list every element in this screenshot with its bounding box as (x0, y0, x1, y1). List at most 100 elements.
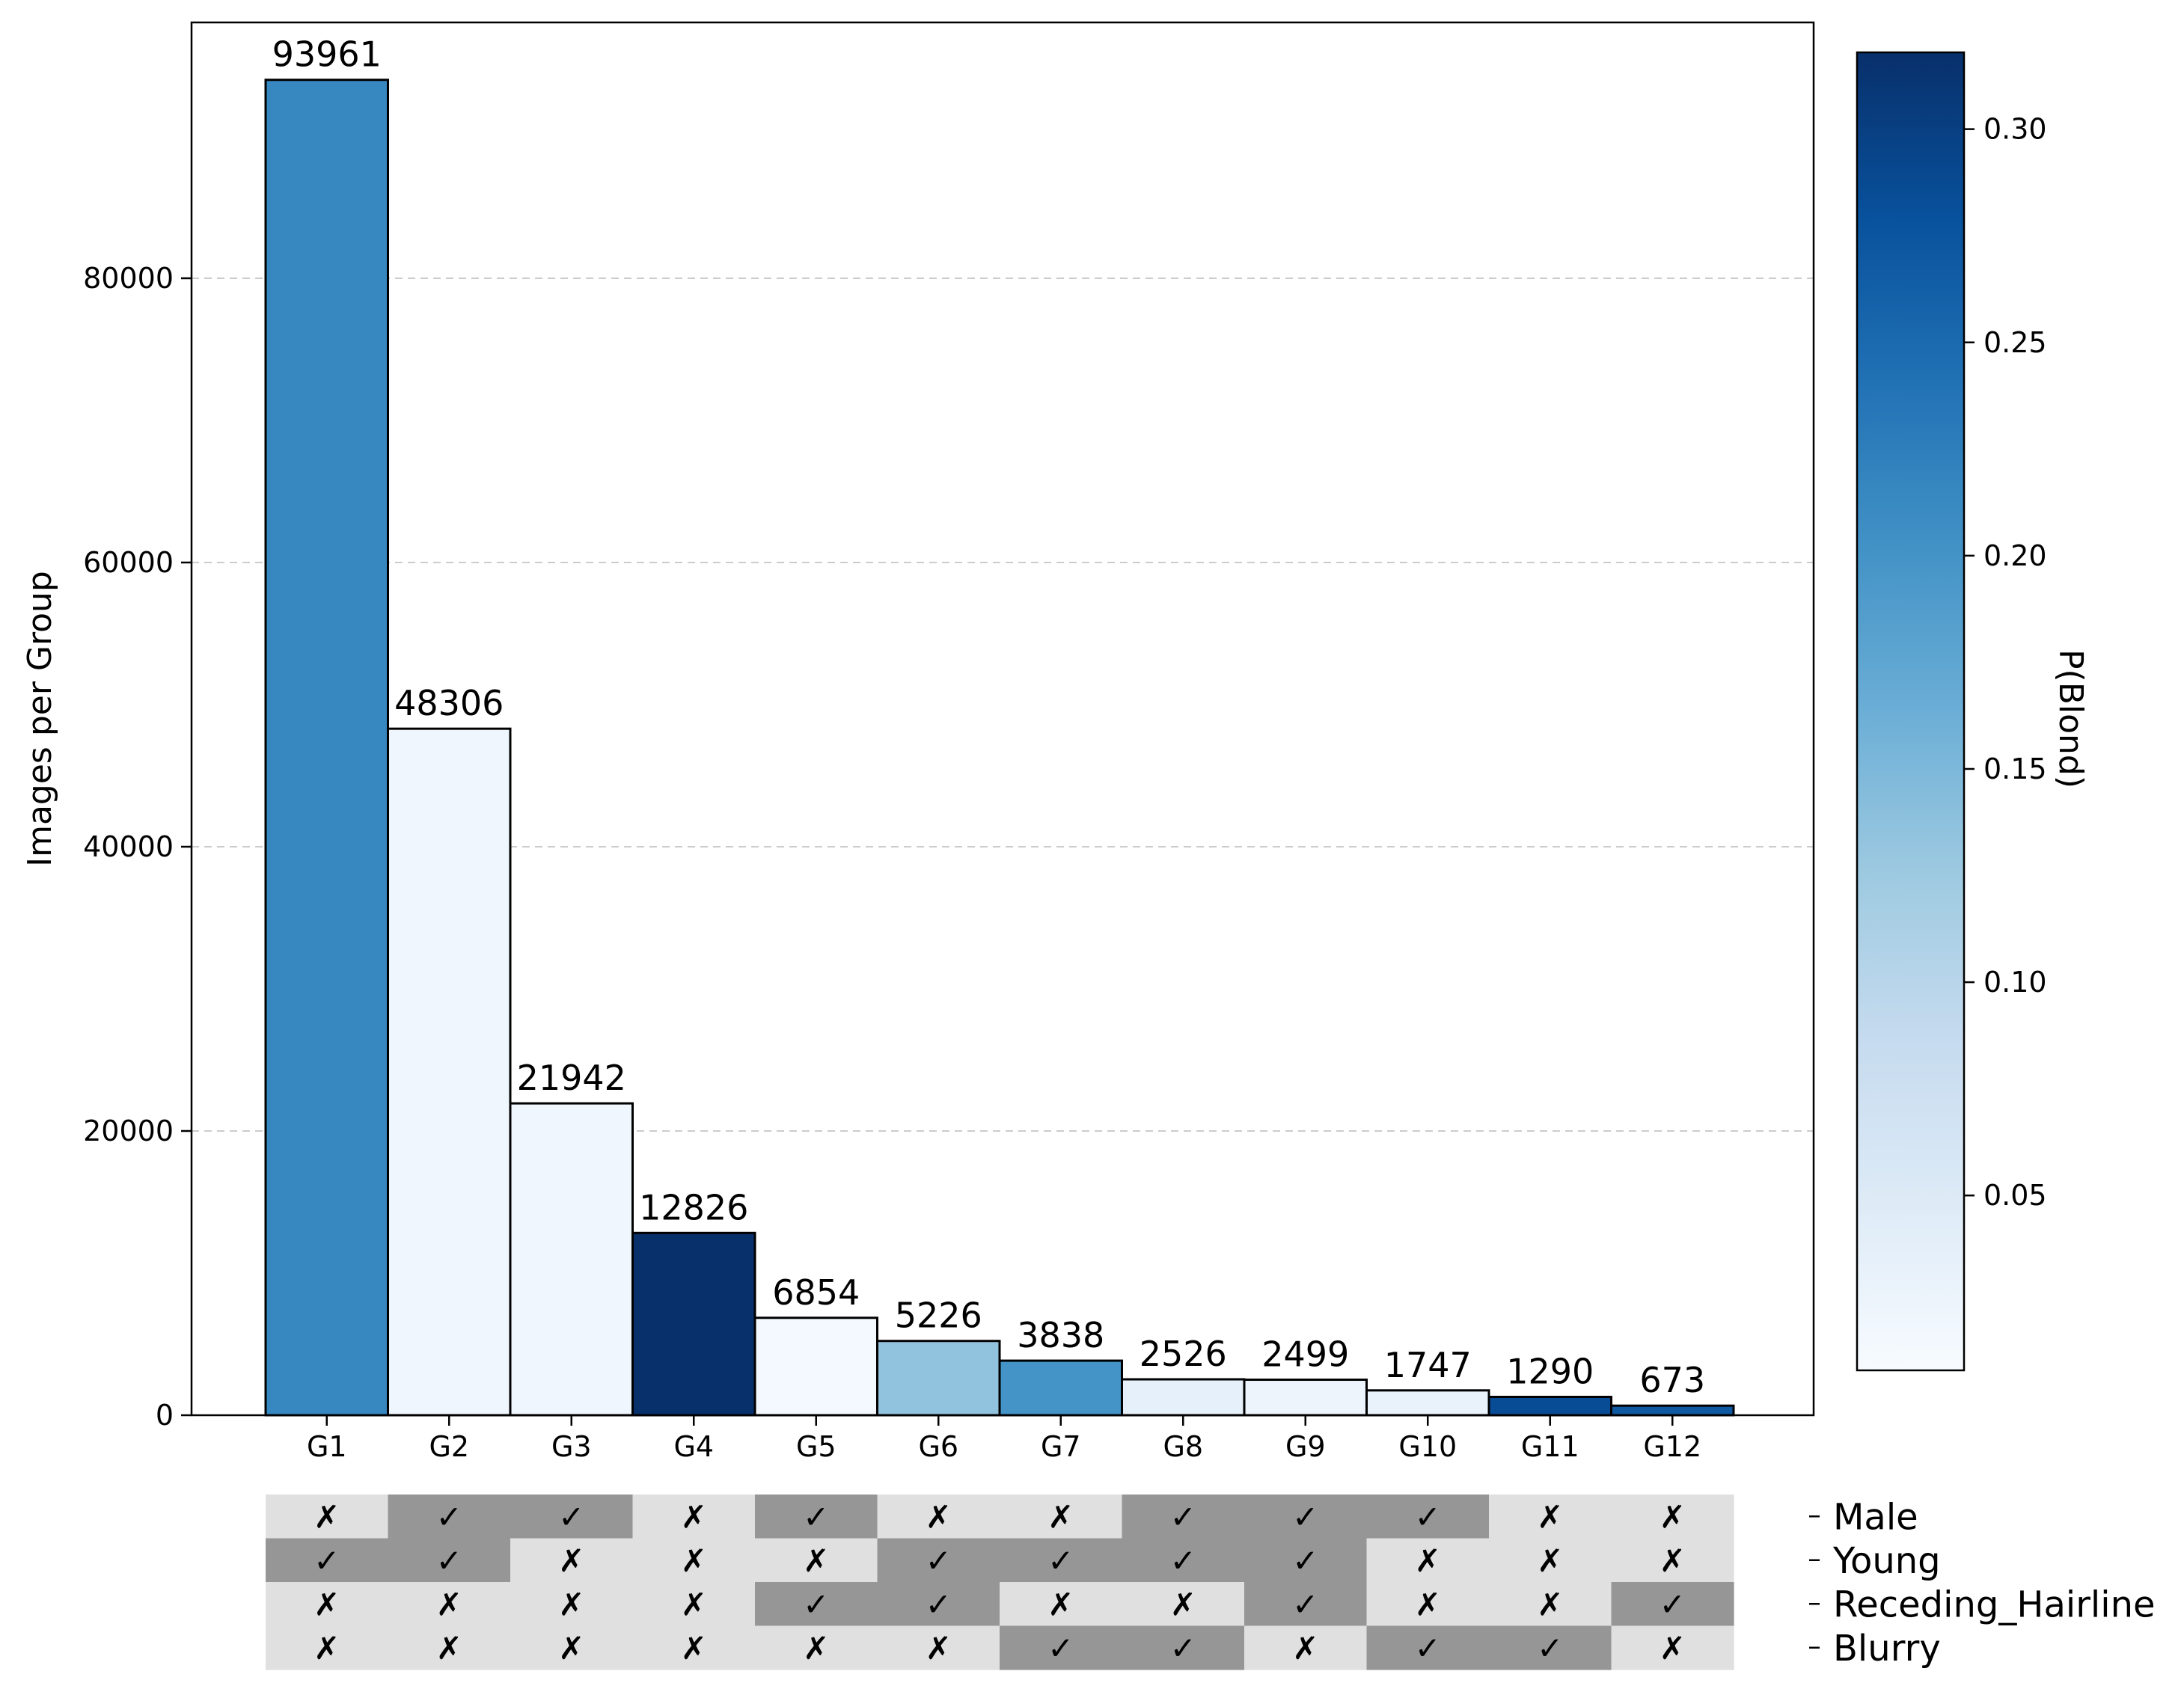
bar-g8 (1121, 1378, 1246, 1417)
matrix-cell (510, 1625, 634, 1670)
check-mark-icon: ✓ (926, 1586, 952, 1622)
x-tick-label-g3: G3 (551, 1430, 592, 1463)
y-axis: 0 20000 40000 60000 80000 (83, 262, 192, 1432)
check-mark-icon: ✓ (803, 1498, 829, 1535)
data-labels: 93961 48306 21942 12826 6854 5226 3838 2526 2499… (272, 34, 1706, 1400)
cross-mark-icon: ✗ (681, 1498, 707, 1535)
x-tick-label-g12: G12 (1643, 1430, 1701, 1463)
matrix-cell (388, 1538, 511, 1583)
y-axis-title: Images per Group (21, 571, 59, 867)
cross-mark-icon: ✗ (558, 1542, 584, 1579)
colorbar-tick-label: 0.10 (1983, 966, 2047, 999)
matrix-cell (877, 1625, 1000, 1670)
matrix-cell (388, 1582, 511, 1627)
check-mark-icon: ✓ (1292, 1498, 1318, 1535)
matrix-cell (266, 1495, 389, 1539)
x-tick-label-g5: G5 (796, 1430, 836, 1463)
cross-mark-icon: ✗ (1660, 1630, 1686, 1667)
colorbar-tick-label: 0.25 (1983, 326, 2047, 359)
colorbar-ticks: 0.05 0.10 0.15 0.20 0.25 0.30 (1964, 113, 2047, 1212)
data-label-g4: 12826 (639, 1187, 748, 1227)
cross-mark-icon: ✗ (313, 1630, 340, 1667)
colorbar-gradient (1856, 51, 1966, 1372)
bar-g4 (631, 1231, 756, 1417)
matrix-cell (1611, 1625, 1734, 1670)
matrix-cell (1366, 1582, 1490, 1627)
matrix-cell (1489, 1582, 1612, 1627)
cross-mark-icon: ✗ (1047, 1586, 1074, 1622)
check-mark-icon: ✓ (1047, 1630, 1074, 1667)
matrix-cell (1244, 1495, 1368, 1539)
y-tick-label: 40000 (83, 830, 174, 863)
cross-mark-icon: ✗ (681, 1542, 707, 1579)
cross-mark-icon: ✗ (1660, 1542, 1686, 1579)
x-tick-label-g7: G7 (1041, 1430, 1081, 1463)
matrix-cell (1244, 1538, 1368, 1583)
bar-g2 (387, 727, 512, 1417)
cross-mark-icon: ✗ (681, 1586, 707, 1622)
matrix-cell (510, 1582, 634, 1627)
check-mark-icon: ✓ (1292, 1542, 1318, 1579)
check-mark-icon: ✓ (926, 1542, 952, 1579)
attribute-label-male: Male (1833, 1496, 1918, 1538)
matrix-cell (632, 1538, 756, 1583)
data-label-g2: 48306 (394, 683, 504, 723)
check-mark-icon: ✓ (1292, 1586, 1318, 1622)
matrix-cell (755, 1538, 878, 1583)
bar-g6 (876, 1340, 1001, 1417)
cross-mark-icon: ✗ (558, 1630, 584, 1667)
matrix-cell (1611, 1538, 1734, 1583)
bar-series (264, 79, 1735, 1417)
check-mark-icon: ✓ (558, 1498, 584, 1535)
check-mark-icon: ✓ (1537, 1630, 1563, 1667)
x-axis: G1 G2 G3 G4 G5 G6 G7 G8 G9 G10 G11 G12 (307, 1415, 1701, 1463)
matrix-cell (266, 1538, 389, 1583)
cross-mark-icon: ✗ (1537, 1586, 1563, 1622)
cross-mark-icon: ✗ (436, 1630, 462, 1667)
cross-mark-icon: ✗ (803, 1630, 829, 1667)
matrix-cell (1244, 1625, 1368, 1670)
matrix-cell (1000, 1582, 1123, 1627)
cross-mark-icon: ✗ (1537, 1542, 1563, 1579)
matrix-cell (1366, 1625, 1490, 1670)
check-mark-icon: ✓ (1415, 1630, 1441, 1667)
data-label-g11: 1290 (1506, 1351, 1594, 1391)
matrix-cell (632, 1582, 756, 1627)
check-mark-icon: ✓ (313, 1542, 340, 1579)
matrix-cell (1611, 1582, 1734, 1627)
matrix-cell (1489, 1538, 1612, 1583)
matrix-cell (1122, 1582, 1245, 1627)
colorbar: 0.05 0.10 0.15 0.20 0.25 0.30 P(Blond) (1856, 51, 2090, 1372)
x-tick-label-g10: G10 (1398, 1430, 1457, 1463)
attribute-matrix-cells: ✗ ✓ ✓ ✗ ✓ ✗ ✗ ✓ ✓ ✓ ✗ ✗ ✓ ✓ ✗ ✗ ✗ ✓ ✓ ✓ ✓ ✗ ✗ ✗ ✗ ✗ ✗ ✗ ✓ ✓ ✗ ✗ ✓ ✗ ✗ ✓ ✗ ✗ ✗ ✗… (266, 1495, 1734, 1670)
matrix-cell (1244, 1582, 1368, 1627)
x-tick-label-g9: G9 (1285, 1430, 1326, 1463)
cross-mark-icon: ✗ (1537, 1498, 1563, 1535)
cross-mark-icon: ✗ (926, 1498, 952, 1535)
matrix-cell (1611, 1495, 1734, 1539)
data-label-g3: 21942 (517, 1058, 626, 1098)
cross-mark-icon: ✗ (1660, 1498, 1686, 1535)
plot-frame (190, 21, 1815, 1417)
matrix-cell (266, 1582, 389, 1627)
matrix-cell (877, 1582, 1000, 1627)
y-tick-label: 60000 (83, 546, 174, 579)
data-label-g10: 1747 (1384, 1345, 1472, 1385)
matrix-cell (1489, 1625, 1612, 1670)
colorbar-tick-label: 0.05 (1983, 1179, 2047, 1212)
data-label-g6: 5226 (895, 1296, 982, 1336)
attribute-label-receding-hairline: Receding_Hairline (1833, 1584, 2156, 1625)
colorbar-tick-label: 0.30 (1983, 113, 2047, 146)
check-mark-icon: ✓ (1415, 1498, 1441, 1535)
matrix-cell (1122, 1625, 1245, 1670)
bar-g7 (998, 1359, 1123, 1417)
cross-mark-icon: ✗ (681, 1630, 707, 1667)
colorbar-tick-label: 0.20 (1983, 539, 2047, 572)
bar-g11 (1487, 1395, 1612, 1417)
matrix-cell (1489, 1495, 1612, 1539)
matrix-cell (755, 1495, 878, 1539)
check-mark-icon: ✓ (1660, 1586, 1686, 1622)
bar-g12 (1610, 1404, 1735, 1417)
